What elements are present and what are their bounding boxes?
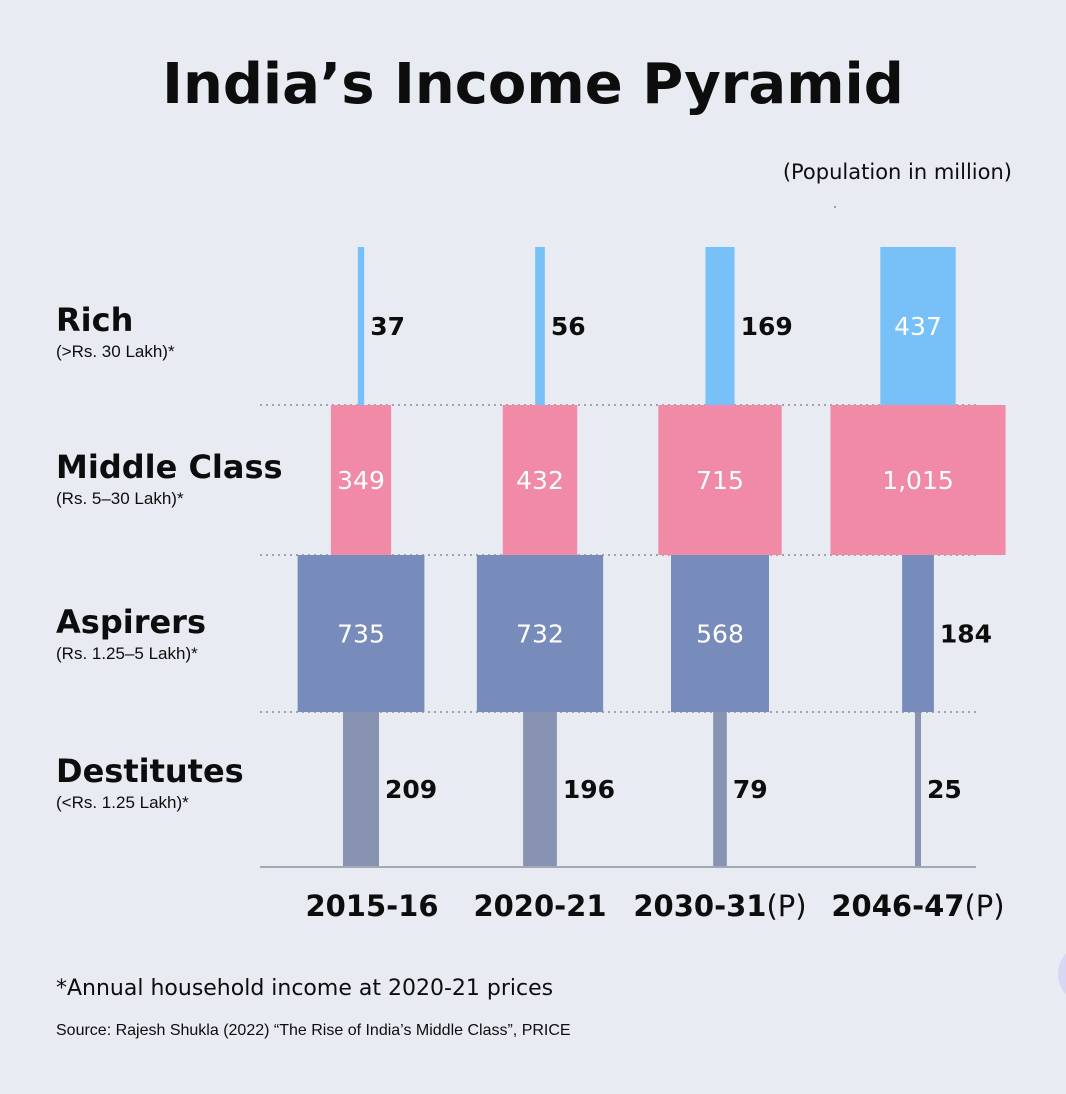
row-subtitle: (Rs. 1.25–5 Lakh)* — [56, 644, 198, 663]
data-label: 349 — [337, 466, 385, 495]
decorative-circle — [1058, 944, 1066, 1004]
row-label-destitutes: Destitutes (<Rs. 1.25 Lakh)* — [56, 753, 244, 814]
row-name: Destitutes — [56, 752, 244, 790]
data-label: 196 — [563, 775, 615, 804]
bar-aspirers — [476, 555, 604, 712]
x-tick-label: 2020-21 — [473, 889, 606, 923]
bar-middle-class — [502, 405, 578, 555]
data-label: 79 — [733, 775, 768, 804]
bar-destitutes — [523, 712, 557, 866]
x-tick-label: 2015-16 — [305, 889, 438, 923]
row-label-aspirers: Aspirers (Rs. 1.25–5 Lakh)* — [56, 604, 206, 665]
row-label-middle-class: Middle Class (Rs. 5–30 Lakh)* — [56, 449, 283, 510]
bar-middle-class — [658, 405, 782, 555]
row-name: Aspirers — [56, 603, 206, 641]
data-label: 169 — [741, 312, 793, 341]
chart-title: India’s Income Pyramid — [162, 52, 904, 117]
data-label: 184 — [940, 620, 992, 649]
bar-middle-class — [830, 405, 1006, 555]
data-label: 432 — [516, 466, 564, 495]
data-label: 568 — [696, 620, 744, 649]
row-name: Middle Class — [56, 448, 283, 486]
bar-aspirers — [671, 555, 769, 712]
data-label: 1,015 — [882, 466, 954, 495]
source-note: Source: Rajesh Shukla (2022) “The Rise o… — [56, 1022, 571, 1039]
bar-aspirers — [902, 555, 934, 712]
bar-rich — [357, 247, 365, 405]
bar-destitutes — [342, 712, 380, 866]
decorative-dot — [834, 206, 836, 208]
data-label: 209 — [385, 775, 437, 804]
bar-destitutes — [713, 712, 727, 866]
data-label: 437 — [894, 312, 942, 341]
row-subtitle: (Rs. 5–30 Lakh)* — [56, 489, 184, 508]
bar-destitutes — [915, 712, 921, 866]
data-label: 25 — [927, 775, 962, 804]
bar-aspirers — [297, 555, 425, 712]
data-label: 715 — [696, 466, 744, 495]
row-subtitle: (<Rs. 1.25 Lakh)* — [56, 793, 189, 812]
data-label: 37 — [370, 312, 405, 341]
footnote: *Annual household income at 2020-21 pric… — [56, 976, 554, 1001]
data-label: 56 — [551, 312, 586, 341]
bar-rich — [535, 247, 545, 405]
data-label: 732 — [516, 620, 564, 649]
x-tick-label: 2030-31(P) — [633, 889, 806, 923]
bar-rich — [705, 247, 735, 405]
row-subtitle: (>Rs. 30 Lakh)* — [56, 342, 175, 361]
data-label: 735 — [337, 620, 385, 649]
row-name: Rich — [56, 301, 134, 339]
bar-rich — [880, 247, 956, 405]
bar-middle-class — [330, 405, 392, 555]
unit-note: (Population in million) — [782, 160, 1012, 184]
row-label-rich: Rich (>Rs. 30 Lakh)* — [56, 302, 175, 363]
x-tick-label: 2046-47(P) — [831, 889, 1004, 923]
